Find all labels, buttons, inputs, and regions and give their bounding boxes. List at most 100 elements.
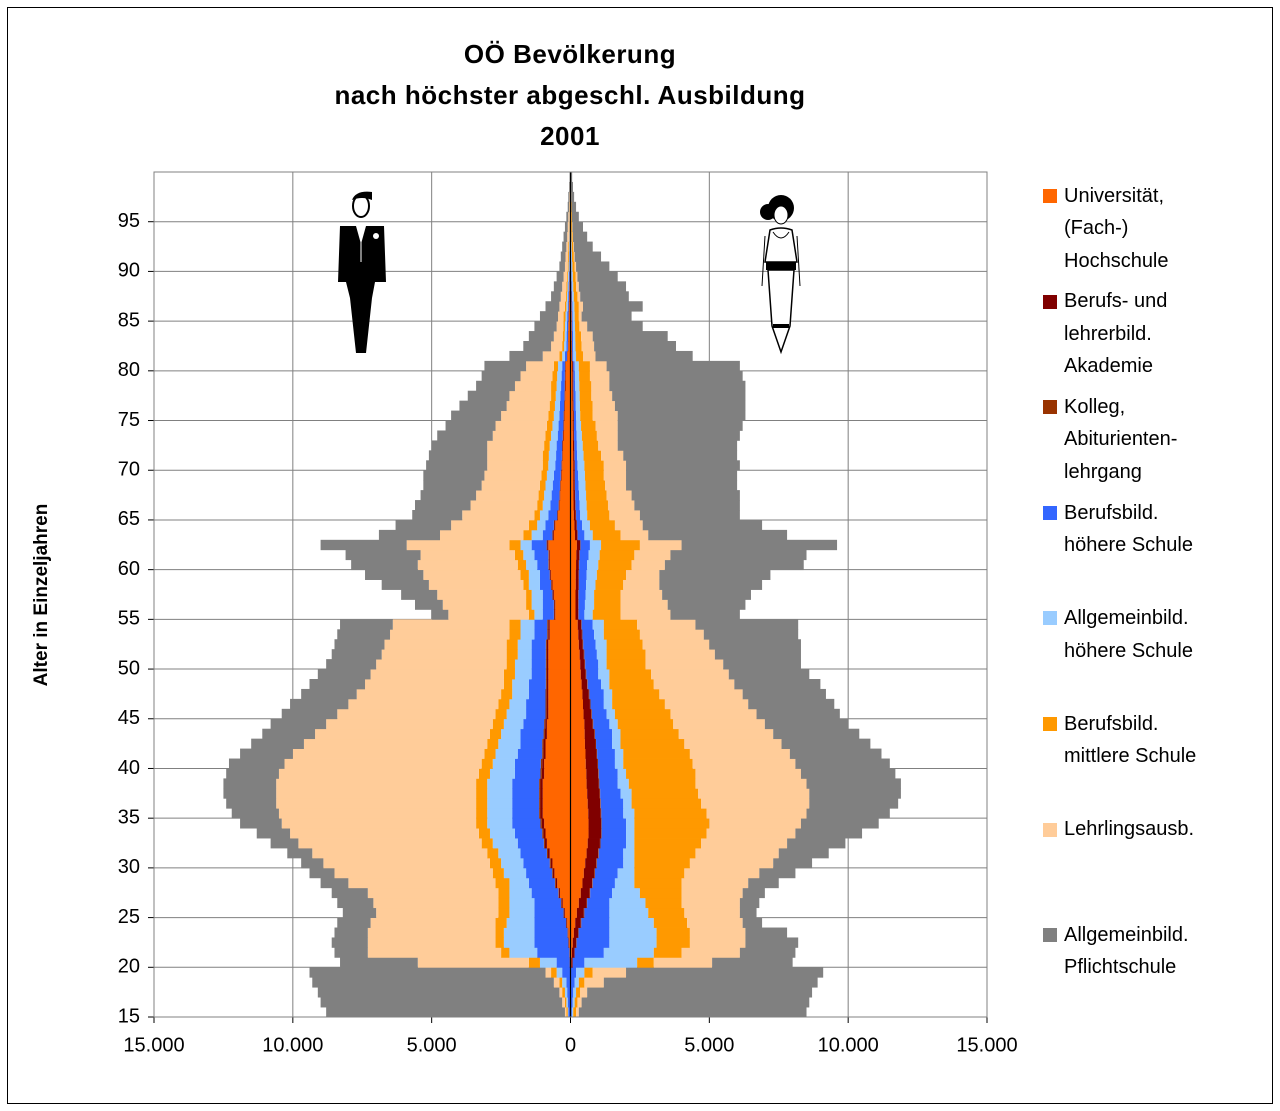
- bar-female: [582, 997, 810, 1007]
- bar-male: [569, 192, 570, 202]
- bar-male: [534, 321, 556, 331]
- bar-male: [382, 649, 507, 659]
- bar-female: [585, 749, 596, 759]
- bar-female: [574, 430, 576, 440]
- bar-male: [521, 739, 543, 749]
- bar-male: [282, 818, 476, 828]
- bar-female: [573, 311, 575, 321]
- bar-male: [553, 480, 560, 490]
- bar-male: [568, 271, 569, 281]
- bar-male: [512, 818, 540, 828]
- bar-female: [679, 729, 773, 739]
- bar-female: [651, 669, 729, 679]
- bar-female: [595, 739, 596, 749]
- bar-male: [562, 898, 563, 908]
- bar-male: [566, 252, 568, 262]
- bar-female: [571, 619, 578, 629]
- bar-male: [542, 818, 544, 828]
- bar-female: [587, 898, 609, 908]
- bar-female: [597, 430, 618, 440]
- y-tick-label: 90: [118, 260, 140, 282]
- bar-male: [376, 908, 498, 918]
- bar-female: [576, 550, 579, 560]
- bar-male: [568, 242, 569, 252]
- bar-female: [573, 430, 574, 440]
- bar-female: [573, 421, 574, 431]
- bar-male: [547, 729, 571, 739]
- bar-male: [540, 480, 546, 490]
- bar-female: [577, 271, 617, 281]
- bar-female: [594, 599, 620, 609]
- y-tick-label: 85: [118, 309, 140, 331]
- bar-female: [596, 858, 597, 868]
- bar-male: [493, 719, 504, 729]
- bar-male: [521, 570, 529, 580]
- bar-female: [583, 639, 584, 649]
- bar-female: [790, 749, 882, 759]
- bar-male: [566, 918, 567, 928]
- bar-male: [564, 421, 565, 431]
- bar-male: [568, 928, 569, 938]
- bar-female: [687, 918, 743, 928]
- bar-female: [605, 480, 626, 490]
- bar-female: [807, 778, 901, 788]
- bar-male: [547, 679, 548, 689]
- bar-female: [585, 599, 594, 609]
- bar-male: [568, 252, 569, 262]
- bar-male: [334, 639, 384, 649]
- bar-male: [569, 252, 570, 262]
- bar-male: [515, 759, 541, 769]
- legend-swatch: [1043, 717, 1057, 731]
- bar-female: [701, 838, 787, 848]
- bar-female: [602, 818, 626, 828]
- bar-male: [549, 560, 550, 570]
- bar-female: [604, 699, 612, 709]
- bar-female: [626, 818, 634, 828]
- plot-area: [148, 172, 987, 1023]
- bar-male: [484, 749, 495, 759]
- bar-male: [564, 232, 568, 242]
- bar-male: [429, 580, 523, 590]
- bar-female: [615, 709, 671, 719]
- bar-female: [585, 470, 604, 480]
- bar-male: [498, 908, 509, 918]
- bar-female: [571, 709, 584, 719]
- bar-female: [585, 858, 596, 868]
- bar-male: [368, 928, 496, 938]
- bar-male: [569, 937, 570, 947]
- bar-male: [563, 440, 570, 450]
- bar-female: [584, 649, 585, 659]
- bar-male: [566, 381, 571, 391]
- bar-female: [575, 450, 578, 460]
- bar-female: [615, 520, 643, 530]
- bar-female: [580, 649, 584, 659]
- bar-male: [323, 858, 490, 868]
- bar-female: [598, 759, 615, 769]
- bar-male: [512, 798, 539, 808]
- bar-male: [493, 838, 518, 848]
- bar-male: [562, 987, 565, 997]
- bar-male: [232, 808, 279, 818]
- bar-female: [572, 301, 574, 311]
- bar-female: [707, 828, 796, 838]
- bar-female: [582, 629, 583, 639]
- bar-male: [482, 480, 540, 490]
- bar-female: [580, 540, 589, 550]
- bar-male: [558, 888, 559, 898]
- bar-male: [554, 530, 571, 540]
- bar-male: [555, 520, 570, 530]
- bar-male: [547, 421, 553, 431]
- bar-male: [544, 818, 570, 828]
- bar-male: [376, 659, 507, 669]
- bar-male: [567, 311, 568, 321]
- bar-female: [590, 888, 591, 898]
- bar-male: [544, 759, 570, 769]
- bar-female: [579, 580, 586, 590]
- bar-female: [572, 311, 573, 321]
- bar-female: [580, 401, 593, 411]
- bar-male: [564, 411, 565, 421]
- bar-female: [575, 271, 577, 281]
- bar-female: [576, 401, 580, 411]
- bar-male: [340, 957, 418, 967]
- bar-male: [541, 788, 543, 798]
